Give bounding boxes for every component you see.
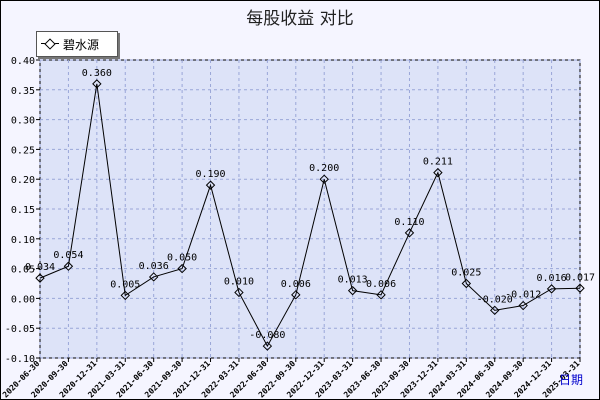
data-label: 0.025 <box>451 268 481 279</box>
data-point <box>433 167 443 178</box>
data-point <box>63 261 74 271</box>
data-point <box>177 263 187 274</box>
y-tick-label: 0.00 <box>11 294 35 305</box>
data-label: 0.050 <box>167 253 197 264</box>
x-axis: 2020-06-302020-09-302020-12-312021-03-31… <box>1 358 582 399</box>
y-tick-label: 0.15 <box>11 205 35 216</box>
data-label: 0.013 <box>338 275 368 286</box>
data-point <box>575 283 585 293</box>
data-point <box>461 278 472 289</box>
y-axis: -0.10 -0.05 0.00 0.05 0.10 0.15 0.20 0.25 0.30 0.… <box>5 56 40 365</box>
y-tick-label: 0.20 <box>11 175 35 186</box>
data-point <box>518 300 528 311</box>
data-label: 0.005 <box>110 279 140 290</box>
y-tick-label: 0.10 <box>11 235 35 246</box>
data-point <box>148 272 159 282</box>
data-label: 0.190 <box>195 169 225 180</box>
legend-series-name: 碧水源 <box>63 38 100 52</box>
data-label: 0.110 <box>394 217 424 228</box>
y-tick-label: 0.40 <box>11 56 35 67</box>
chart-title: 每股收益 对比 <box>246 9 354 29</box>
data-label: 0.010 <box>224 276 254 287</box>
y-tick-label: 0.05 <box>11 265 35 276</box>
data-point <box>92 79 102 89</box>
legend: 碧水源 <box>36 31 118 57</box>
data-label: 0.036 <box>139 261 169 272</box>
data-label: 0.211 <box>423 157 453 168</box>
y-tick-label: 0.35 <box>11 86 35 97</box>
x-axis-label: 日期 <box>559 373 584 387</box>
data-point <box>546 284 557 294</box>
y-tick-label: -0.10 <box>5 354 35 365</box>
data-point <box>490 305 500 316</box>
data-label: -0.080 <box>249 330 285 341</box>
data-point <box>205 180 216 190</box>
data-label: 0.360 <box>82 68 112 79</box>
data-point <box>234 287 244 298</box>
grid-lines <box>39 59 581 359</box>
data-label: 0.017 <box>565 272 595 283</box>
data-label: 0.006 <box>366 279 396 290</box>
data-point <box>35 273 45 283</box>
data-point <box>404 228 415 238</box>
data-point <box>262 341 273 351</box>
data-label: 0.054 <box>53 250 83 261</box>
data-label: 0.016 <box>537 273 567 284</box>
data-label: -0.012 <box>505 290 541 301</box>
data-label: 0.200 <box>309 163 339 174</box>
data-label: -0.020 <box>477 294 513 305</box>
data-label: 0.034 <box>25 262 55 273</box>
data-point <box>291 290 301 300</box>
data-point <box>319 174 329 184</box>
series-line <box>39 83 581 348</box>
data-label: 0.006 <box>281 279 311 290</box>
y-tick-label: 0.25 <box>11 145 35 156</box>
y-tick-label: -0.05 <box>5 324 35 335</box>
y-tick-label: 0.30 <box>11 116 35 127</box>
diamond-marker-icon <box>44 38 56 50</box>
data-point <box>120 290 130 301</box>
data-point <box>376 290 386 300</box>
data-point <box>347 285 358 296</box>
